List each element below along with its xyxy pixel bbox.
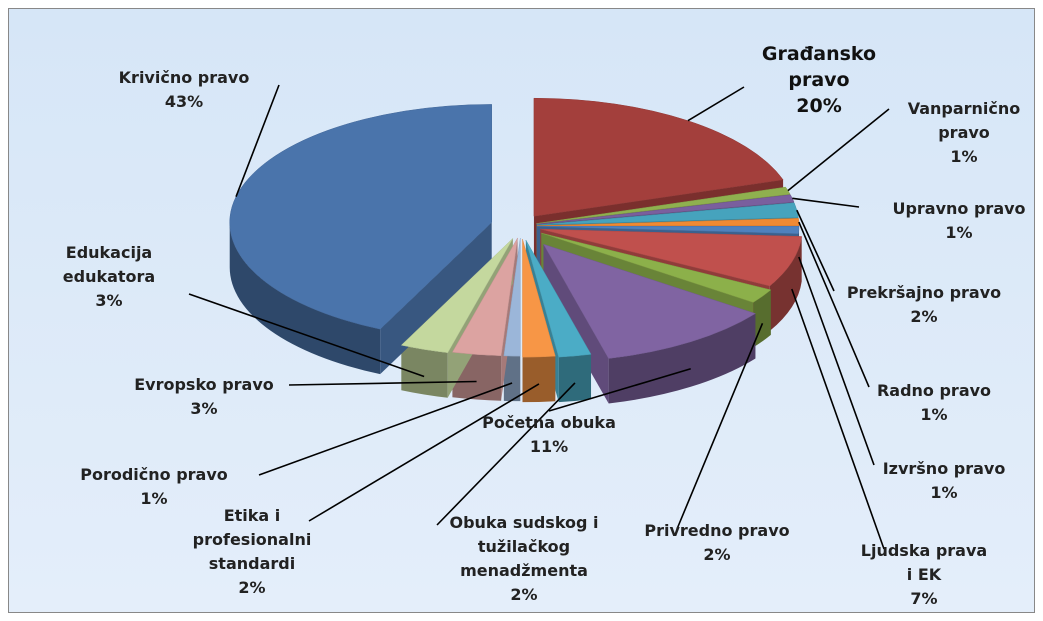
slice <box>536 218 800 226</box>
value-label: 3% <box>190 399 218 418</box>
leader-line <box>792 197 860 208</box>
category-label: Ljudska prava i EK <box>860 541 988 584</box>
slice-side <box>769 236 802 331</box>
category-label: Edukacija edukatora <box>62 243 156 286</box>
value-label: 3% <box>95 291 123 310</box>
slice <box>503 238 521 357</box>
data-label: Etika i profesionalni standardi 2% <box>177 504 327 600</box>
leader-line <box>791 288 885 550</box>
leader-line <box>235 84 280 197</box>
slice <box>525 239 592 358</box>
slice <box>533 97 784 217</box>
value-label: 1% <box>945 223 973 242</box>
slice <box>541 232 772 303</box>
slice <box>400 238 514 353</box>
data-label: Početna obuka 11% <box>469 411 629 459</box>
data-label: Privredno pravo 2% <box>627 519 807 567</box>
data-label: Upravno pravo 1% <box>879 197 1034 245</box>
leader-line <box>548 368 691 412</box>
slice-wall <box>380 222 492 375</box>
category-label: Upravno pravo <box>892 199 1026 218</box>
data-label: Obuka sudskog i tužilačkog menadžmenta 2% <box>434 511 614 607</box>
category-label: Etika i profesionalni standardi <box>192 506 312 573</box>
category-label: Građansko pravo <box>761 43 877 91</box>
data-label: Građansko pravo 20% <box>754 41 884 119</box>
leader-line <box>796 209 835 292</box>
category-label: Evropsko pravo <box>134 375 274 394</box>
value-label: 2% <box>703 545 731 564</box>
leader-line <box>288 380 477 386</box>
leader-line <box>258 382 513 476</box>
slice-side <box>608 313 756 404</box>
value-label: 20% <box>796 95 842 117</box>
category-label: Izvršno pravo <box>882 459 1006 478</box>
slice <box>536 226 800 234</box>
data-label: Izvršno pravo 1% <box>879 457 1009 505</box>
data-label: Porodično pravo 1% <box>64 463 244 511</box>
data-label: Ljudska prava i EK 7% <box>859 539 989 611</box>
slice <box>542 243 757 359</box>
leader-line <box>798 221 870 388</box>
slice-side <box>229 222 381 375</box>
slice <box>522 239 556 358</box>
value-label: 2% <box>510 585 538 604</box>
data-label: Edukacija edukatora 3% <box>39 241 179 313</box>
value-label: 7% <box>910 589 938 608</box>
slice-side <box>401 345 448 398</box>
value-label: 43% <box>164 92 204 111</box>
value-label: 1% <box>950 147 978 166</box>
slice-side <box>503 355 521 402</box>
value-label: 1% <box>920 405 948 424</box>
leader-line <box>676 322 764 530</box>
category-label: Radno pravo <box>876 381 992 400</box>
value-label: 2% <box>910 307 938 326</box>
category-label: Krivično pravo <box>118 68 250 87</box>
leader-line <box>188 293 425 378</box>
slice-side <box>522 356 556 403</box>
category-label: Prekršajno pravo <box>846 283 1002 302</box>
leader-line <box>687 86 745 122</box>
category-label: Obuka sudskog i tužilačkog menadžmenta <box>449 513 599 580</box>
slice-wall <box>543 244 609 404</box>
chart: Građansko pravo 20% Vanparnično pravo 1% Upr… <box>8 8 1035 613</box>
category-label: Privredno pravo <box>644 521 790 540</box>
pie-canvas <box>188 84 890 550</box>
value-label: 1% <box>140 489 168 508</box>
slice <box>540 228 802 287</box>
value-label: 11% <box>529 437 569 456</box>
slice-side <box>558 354 592 403</box>
leader-line <box>308 383 540 522</box>
leader-line <box>787 108 890 192</box>
leader-line <box>436 382 576 526</box>
category-label: Porodično pravo <box>80 465 228 484</box>
data-label: Krivično pravo 43% <box>94 66 274 114</box>
slice <box>451 237 518 356</box>
data-label: Evropsko pravo 3% <box>119 373 289 421</box>
data-label: Vanparnično pravo 1% <box>904 97 1024 169</box>
value-label: 1% <box>930 483 958 502</box>
leader-line <box>798 256 875 466</box>
value-label: 2% <box>238 578 266 597</box>
data-label: Radno pravo 1% <box>869 379 999 427</box>
category-label: Vanparnično pravo <box>907 99 1021 142</box>
category-label: Početna obuka <box>482 413 616 432</box>
data-label: Prekršajno pravo 2% <box>834 281 1014 329</box>
slice <box>536 194 795 225</box>
